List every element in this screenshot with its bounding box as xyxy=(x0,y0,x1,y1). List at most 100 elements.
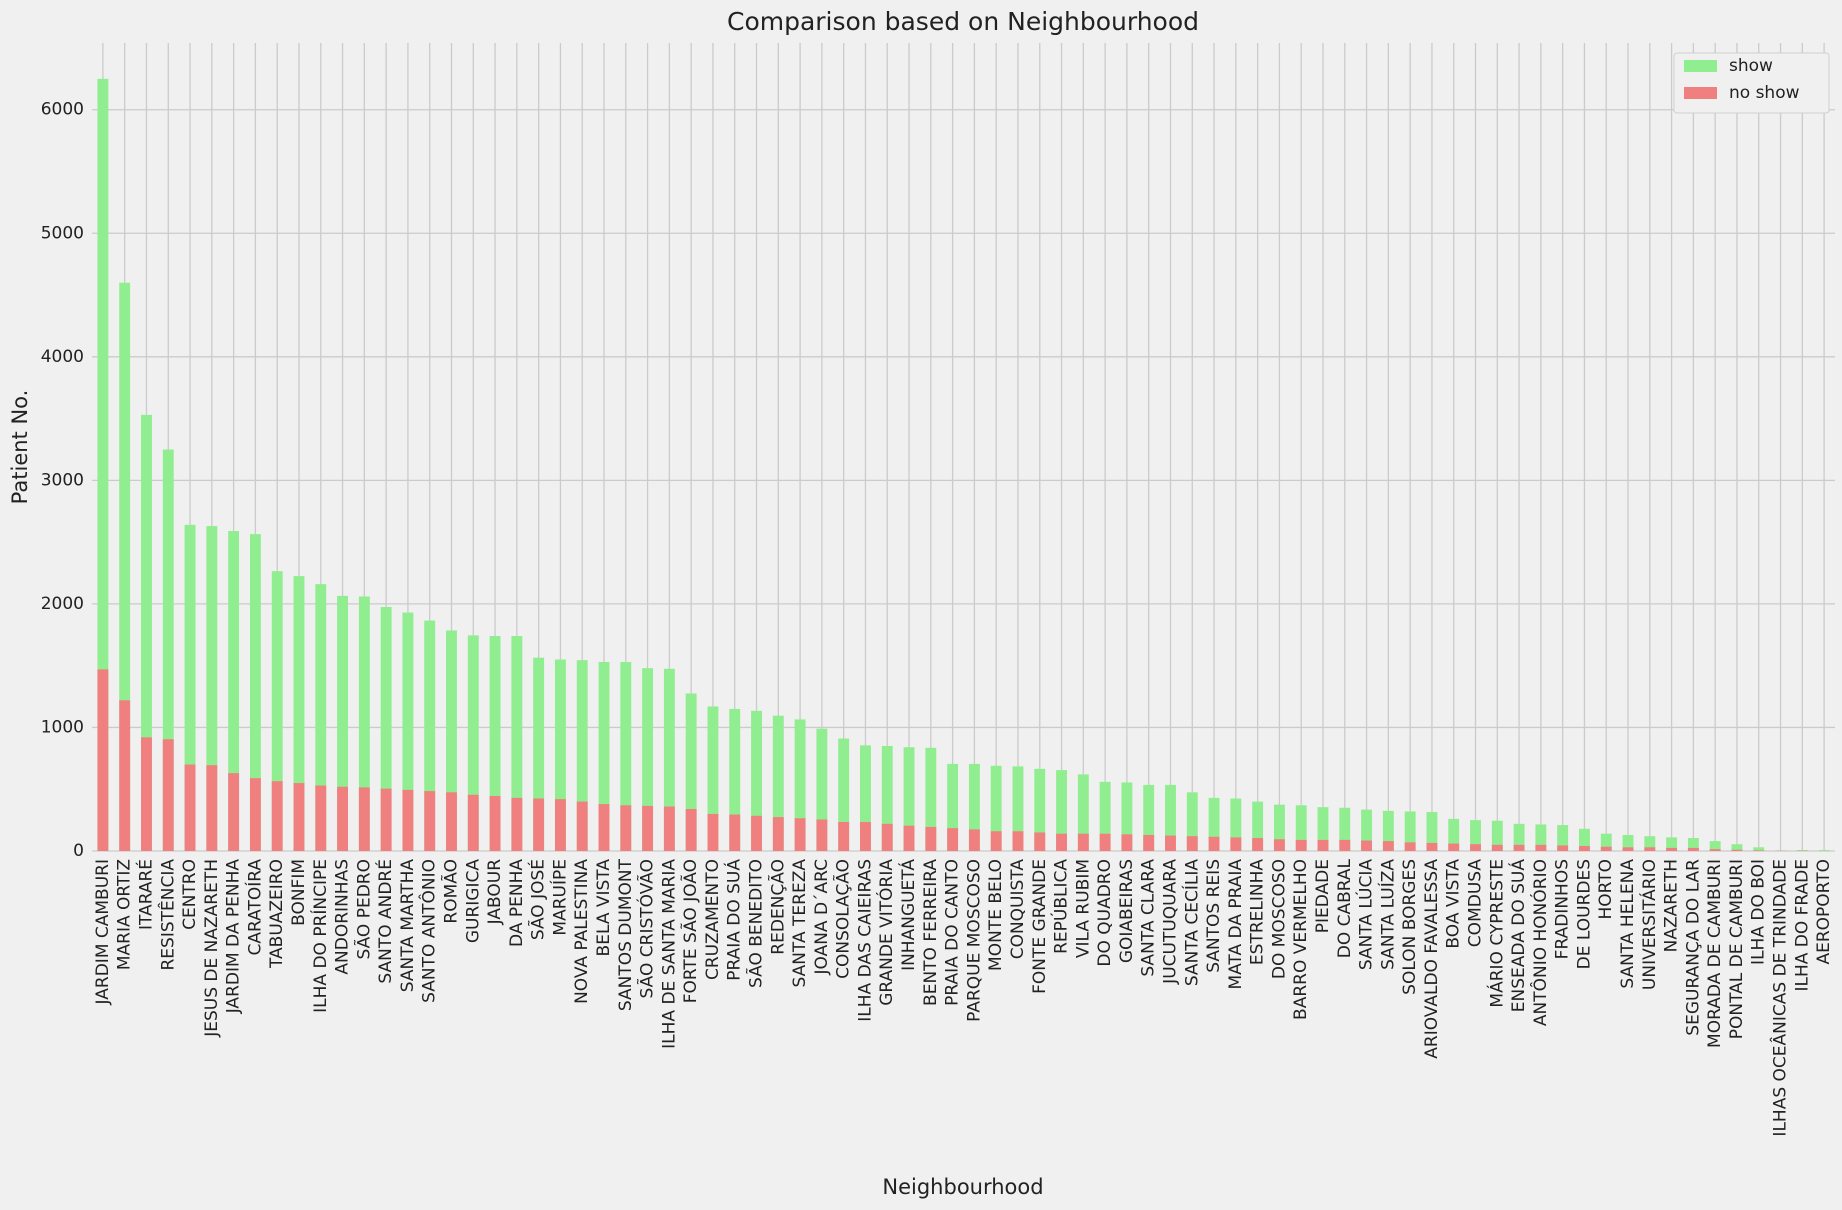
bar xyxy=(1753,847,1765,851)
bar xyxy=(881,745,893,851)
bar xyxy=(315,785,327,851)
x-tick-label: PRAIA DO CANTO xyxy=(943,859,963,1006)
x-tick-label: ILHA DO FRADE xyxy=(1792,859,1812,992)
bar xyxy=(141,737,152,851)
bar xyxy=(119,700,131,851)
bar xyxy=(249,534,261,851)
bar xyxy=(1731,844,1743,851)
bar xyxy=(97,78,109,852)
bar xyxy=(162,449,174,851)
y-tick-label: 3000 xyxy=(41,470,84,490)
bar xyxy=(184,764,196,851)
bar xyxy=(1513,823,1525,851)
x-tick-label: CENTRO xyxy=(180,859,200,930)
x-tick-label: SANTO ANDRÉ xyxy=(374,859,396,984)
bar xyxy=(1099,781,1111,851)
x-tick-label: RESISTÊNCIA xyxy=(156,859,178,971)
x-tick-label: ILHA DE SANTA MARIA xyxy=(659,859,679,1049)
bar xyxy=(816,728,828,851)
bar xyxy=(358,787,370,851)
x-tick-label: PIEDADE xyxy=(1313,859,1333,933)
bar xyxy=(424,791,436,851)
bar xyxy=(228,773,240,851)
x-tick-label: FORTE SÃO JOÃO xyxy=(679,859,701,1003)
bar xyxy=(1404,842,1416,851)
bar xyxy=(554,659,566,851)
x-tick-label: SANTA CLARA xyxy=(1139,859,1159,977)
x-tick-label: SANTOS DUMONT xyxy=(616,858,636,1011)
bar xyxy=(511,797,523,851)
x-axis-label: Neighbourhood xyxy=(882,1175,1043,1199)
x-tick-label: CONQUISTA xyxy=(1008,859,1028,960)
bar xyxy=(990,765,1002,851)
bar xyxy=(162,739,174,851)
bar xyxy=(576,660,588,851)
bar xyxy=(1687,847,1699,851)
x-tick-label: SOLON BORGES xyxy=(1400,859,1420,995)
bar xyxy=(1295,805,1307,851)
bar xyxy=(968,829,980,851)
x-tick-label: JOANA D´ARC xyxy=(812,859,832,976)
bar xyxy=(816,819,828,851)
bar xyxy=(947,763,959,851)
y-tick-label: 6000 xyxy=(41,100,84,120)
bar xyxy=(1796,850,1808,851)
bar xyxy=(184,524,196,851)
bar xyxy=(860,745,871,851)
bar xyxy=(620,805,632,851)
bar xyxy=(1600,833,1612,851)
bar xyxy=(729,708,741,851)
bar xyxy=(1448,843,1460,851)
x-tick-label: DO MOSCOSO xyxy=(1269,859,1289,979)
x-tick-label: ILHA DO BOI xyxy=(1749,859,1769,965)
x-tick-label: SANTA MARTHA xyxy=(398,859,418,993)
bar xyxy=(1143,784,1155,851)
x-tick-label: SÃO PEDRO xyxy=(352,859,374,960)
bar xyxy=(729,814,741,851)
x-tick-label: REPÚBLICA xyxy=(1050,859,1072,954)
bar xyxy=(380,788,392,851)
bar xyxy=(1753,850,1765,851)
bar xyxy=(772,817,784,851)
x-tick-label: REDENÇÃO xyxy=(766,859,788,955)
x-tick-label: JARDIM CAMBURI xyxy=(93,859,113,1005)
x-tick-label: NAZARETH xyxy=(1662,859,1682,952)
x-tick-label: DO CABRAL xyxy=(1335,858,1355,958)
bar xyxy=(903,747,915,851)
x-tick-label: ANDORINHAS xyxy=(333,859,353,975)
x-tick-label: BENTO FERREIRA xyxy=(921,859,941,1006)
bar xyxy=(642,805,654,851)
bar xyxy=(1404,811,1416,851)
bar xyxy=(119,282,131,851)
y-tick-label: 2000 xyxy=(41,594,84,614)
bar xyxy=(446,630,457,851)
bar xyxy=(1012,831,1024,851)
bar xyxy=(794,818,806,851)
bar xyxy=(1252,801,1264,851)
bar xyxy=(249,778,261,851)
x-tick-label: MARUÍPE xyxy=(548,859,570,936)
legend-label: show xyxy=(1729,56,1773,76)
bar xyxy=(598,804,610,851)
x-tick-label: SEGURANÇA DO LAR xyxy=(1683,859,1703,1036)
x-tick-label: DO QUADRO xyxy=(1095,859,1115,967)
x-tick-label: ANTÔNIO HONÓRIO xyxy=(1529,859,1551,1026)
x-tick-label: FONTE GRANDE xyxy=(1030,859,1050,994)
bar xyxy=(1426,812,1438,851)
bar xyxy=(990,831,1002,851)
bar xyxy=(1273,804,1285,851)
x-tick-label: MÁRIO CYPRESTE xyxy=(1485,859,1507,1008)
x-tick-label: CRUZAMENTO xyxy=(703,859,723,980)
bar xyxy=(642,668,654,851)
x-tick-label: TABUAZEIRO xyxy=(267,859,287,969)
x-tick-label: BONFIM xyxy=(289,859,309,926)
x-tick-label: SANTA LÚCIA xyxy=(1355,859,1377,971)
bar xyxy=(794,719,806,851)
bar xyxy=(337,595,349,851)
bar xyxy=(838,821,850,851)
bar xyxy=(1186,836,1198,851)
bar xyxy=(446,792,457,851)
bar xyxy=(533,798,545,851)
